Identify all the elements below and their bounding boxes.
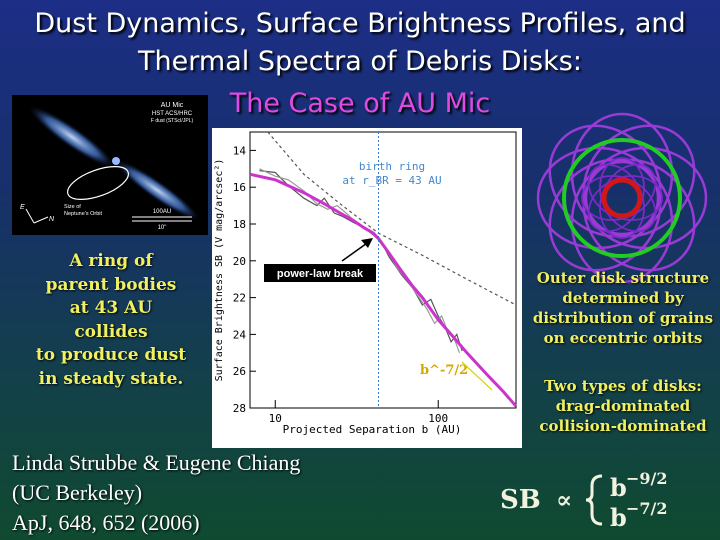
right1-line-1: Outer disk structure bbox=[536, 269, 710, 287]
scale-au-label: 100AU bbox=[153, 209, 171, 215]
outer-eccentric-orbit bbox=[570, 160, 674, 284]
hst-label-3: F dust (STScI/JPL) bbox=[151, 118, 194, 124]
middle-circular-orbit bbox=[562, 138, 682, 258]
hst-label-1: AU Mic bbox=[161, 102, 184, 109]
formula-exp2: −7/2 bbox=[626, 499, 668, 518]
x-axis-label: Projected Separation b (AU) bbox=[283, 423, 462, 436]
outer-eccentric-orbit bbox=[570, 112, 674, 236]
slide-title-line1: Dust Dynamics, Surface Brightness Profil… bbox=[34, 8, 686, 39]
right2-line-3: collision-dominated bbox=[539, 417, 707, 435]
left-line-1: A ring of bbox=[69, 251, 153, 271]
disk-arm-upper bbox=[29, 106, 115, 168]
sb-formula: SB ∝ b −9/2 b −7/2 bbox=[498, 469, 720, 532]
slope-pointer bbox=[461, 361, 493, 391]
plot-frame bbox=[249, 131, 517, 409]
formula-b2: b bbox=[610, 503, 627, 530]
ellipse-label-2: Neptune's Orbit bbox=[64, 211, 103, 217]
sb-profile-svg: 14 16 18 20 22 24 26 28 10 100 birth ring at r_BR… bbox=[214, 131, 518, 436]
author-citation: ApJ, 648, 652 (2006) bbox=[12, 510, 200, 535]
formula-exp1: −9/2 bbox=[626, 470, 668, 488]
outer-eccentric-orbit bbox=[536, 146, 660, 250]
author-names: Linda Strubbe & Eugene Chiang bbox=[12, 450, 301, 475]
compass-e-label: E bbox=[20, 204, 25, 211]
series-observed_2 bbox=[259, 168, 461, 354]
y-tick-label: 26 bbox=[233, 365, 246, 378]
left-description: A ring of parent bodies at 43 AU collide… bbox=[12, 250, 210, 391]
y-tick-label: 24 bbox=[233, 328, 247, 341]
right-description-1: Outer disk structure determined by distr… bbox=[526, 268, 720, 348]
outer-eccentric-orbit bbox=[548, 124, 662, 238]
y-tick-label: 16 bbox=[233, 181, 246, 194]
author-affiliation: (UC Berkeley) bbox=[12, 480, 143, 505]
y-tick-label: 28 bbox=[233, 402, 246, 415]
outer-eccentric-orbit bbox=[584, 146, 708, 250]
formula-propto: ∝ bbox=[556, 485, 572, 514]
left-line-2: parent bodies bbox=[45, 274, 177, 295]
hst-disk-image: AU Mic HST ACS/HRC F dust (STScI/JPL) Si… bbox=[20, 102, 200, 231]
slope-label: b^-7/2 bbox=[420, 363, 468, 378]
y-axis-label: Surface Brightness SB (V mag/arcsec²) bbox=[214, 159, 225, 382]
orbit-diagram bbox=[532, 108, 712, 288]
right2-line-2: drag-dominated bbox=[555, 397, 691, 415]
formula-sb: SB bbox=[500, 485, 541, 515]
compass-e-arrow bbox=[25, 208, 35, 224]
neptune-orbit-ellipse bbox=[67, 165, 129, 201]
left-line-3: at 43 AU bbox=[69, 298, 153, 318]
compass-n-label: N bbox=[49, 216, 55, 223]
y-tick-label: 18 bbox=[233, 218, 246, 231]
x-tick-label: 10 bbox=[269, 412, 282, 425]
y-tick-label: 20 bbox=[233, 255, 246, 268]
break-arrow-head bbox=[361, 238, 373, 248]
ellipse-label-1: Size of bbox=[64, 204, 81, 210]
right1-line-4: on eccentric orbits bbox=[543, 329, 703, 347]
break-label-bg bbox=[264, 264, 376, 282]
formula-brace bbox=[585, 474, 603, 526]
birth-ring-label-2: at r_BR = 43 AU bbox=[342, 174, 441, 187]
x-tick-label: 100 bbox=[428, 412, 448, 425]
outer-eccentric-orbit bbox=[582, 124, 696, 238]
y-tick-label: 22 bbox=[233, 292, 246, 305]
left-line-4: collides bbox=[74, 321, 148, 342]
right1-line-3: distribution of grains bbox=[532, 309, 714, 327]
left-line-6: in steady state. bbox=[38, 368, 184, 389]
slide-title-line3: The Case of AU Mic bbox=[229, 88, 491, 119]
parent-ring bbox=[601, 177, 643, 219]
outer-eccentric-orbit bbox=[548, 158, 662, 272]
outer-eccentric-orbit bbox=[582, 158, 696, 272]
authors-block: Linda Strubbe & Eugene Chiang (UC Berkel… bbox=[12, 448, 300, 538]
disk-arm-lower bbox=[114, 159, 200, 221]
orbit-svg bbox=[536, 112, 708, 284]
break-label: power-law break bbox=[277, 268, 364, 280]
sb-profile-plot: 14 16 18 20 22 24 26 28 10 100 birth ring at r_BR… bbox=[212, 128, 522, 448]
hst-image-panel: AU Mic HST ACS/HRC F dust (STScI/JPL) Si… bbox=[12, 95, 208, 235]
series-model bbox=[249, 172, 518, 408]
y-tick-label: 14 bbox=[233, 144, 247, 157]
scale-arcsec-label: 10" bbox=[158, 225, 167, 231]
birth-ring-label-1: birth ring bbox=[359, 160, 425, 173]
star-center bbox=[112, 157, 120, 165]
right-description-2: Two types of disks: drag-dominated colli… bbox=[526, 376, 720, 436]
left-line-5: to produce dust bbox=[35, 345, 187, 365]
hst-label-2: HST ACS/HRC bbox=[152, 111, 193, 117]
sb-formula-svg: SB ∝ b −9/2 b −7/2 bbox=[500, 469, 668, 532]
right2-line-1: Two types of disks: bbox=[544, 377, 702, 395]
right1-line-2: determined by bbox=[562, 289, 684, 307]
compass-n-arrow bbox=[33, 216, 49, 224]
formula-b1: b bbox=[610, 473, 627, 502]
slide-title-line2: Thermal Spectra of Debris Disks: bbox=[138, 46, 582, 77]
